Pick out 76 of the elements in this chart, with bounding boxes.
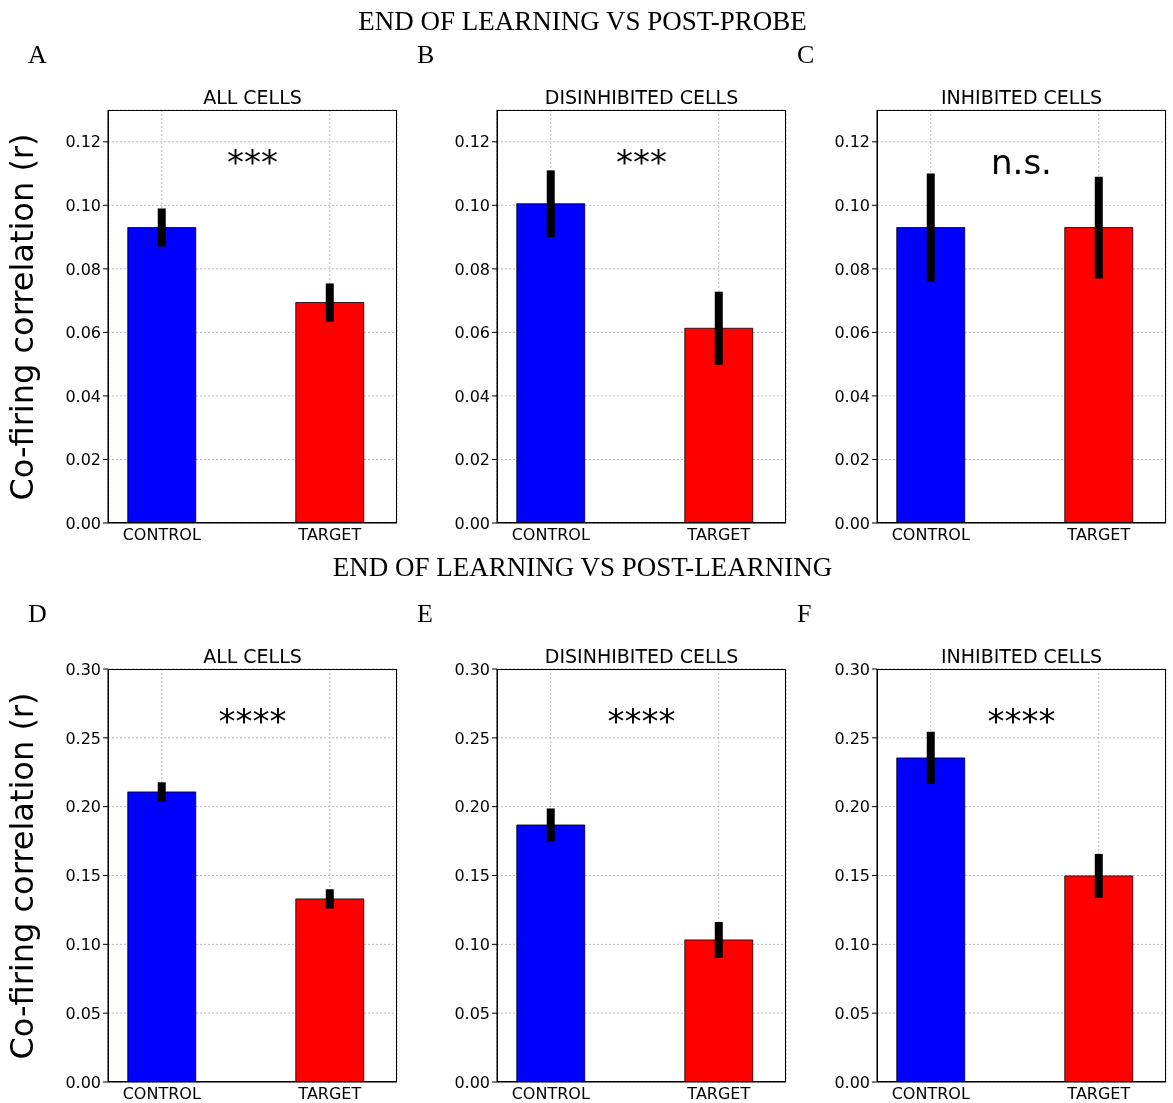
annotation: *** xyxy=(226,142,279,182)
y-tick-label: 0.06 xyxy=(65,323,101,343)
y-tick-label: 0.00 xyxy=(834,513,870,533)
chart-title: DISINHIBITED CELLS xyxy=(543,86,740,108)
chart-title: INHIBITED CELLS xyxy=(939,86,1104,108)
y-tick-label: 0.25 xyxy=(834,728,870,748)
y-tick-label: 0.02 xyxy=(834,450,870,470)
x-tick-label: CONTROL xyxy=(511,1084,590,1103)
chart-subtitle: END OF LEARNING VS POST-PROBE xyxy=(357,6,808,37)
x-tick-label: CONTROL xyxy=(122,1084,201,1103)
y-tick-label: 0.08 xyxy=(834,259,870,279)
y-tick-label: 0.06 xyxy=(454,323,490,343)
y-tick-label: 0.04 xyxy=(65,386,101,406)
text: E xyxy=(417,599,433,629)
y-tick-label: 0.10 xyxy=(65,935,101,955)
y-tick-label: 0.08 xyxy=(65,259,101,279)
y-tick-label: 0.04 xyxy=(454,386,490,406)
y-tick-label: 0.12 xyxy=(834,132,870,152)
y-tick-label: 0.25 xyxy=(454,728,490,748)
chart-subtitle: END OF LEARNING VS POST-LEARNING xyxy=(331,552,834,583)
y-tick-label: 0.30 xyxy=(65,659,101,679)
y-tick-label: 0.12 xyxy=(454,132,490,152)
y-tick-label: 0.30 xyxy=(454,659,490,679)
chart-title: ALL CELLS xyxy=(202,86,303,108)
y-tick-label: 0.02 xyxy=(454,450,490,470)
y-tick-label: 0.30 xyxy=(834,659,870,679)
text: D xyxy=(28,599,47,629)
y-tick-label: 0.00 xyxy=(65,513,101,533)
x-tick-label: TARGET xyxy=(297,1084,362,1103)
y-tick-label: 0.06 xyxy=(834,323,870,343)
y-tick-label: 0.00 xyxy=(454,513,490,533)
y-tick-label: 0.00 xyxy=(65,1072,101,1092)
y-tick-label: 0.02 xyxy=(65,450,101,470)
chart-title: ALL CELLS xyxy=(202,645,303,667)
chart-title: INHIBITED CELLS xyxy=(939,645,1104,667)
y-tick-label: 0.20 xyxy=(454,797,490,817)
y-tick-label: 0.08 xyxy=(454,259,490,279)
y-tick-label: 0.05 xyxy=(454,1003,490,1023)
x-tick-label: TARGET xyxy=(1066,525,1131,545)
y-tick-label: 0.15 xyxy=(65,866,101,886)
y-tick-label: 0.00 xyxy=(454,1072,490,1092)
x-tick-label: CONTROL xyxy=(891,525,970,545)
y-tick-label: 0.05 xyxy=(834,1003,870,1023)
annotation: **** xyxy=(986,701,1057,741)
annotation: *** xyxy=(615,142,668,182)
text: C xyxy=(797,40,815,70)
x-tick-label: TARGET xyxy=(1066,1084,1131,1103)
x-tick-label: TARGET xyxy=(297,525,362,545)
y-tick-label: 0.20 xyxy=(65,797,101,817)
annotation: **** xyxy=(217,701,288,741)
x-tick-label: TARGET xyxy=(686,1084,751,1103)
y-tick-label: 0.25 xyxy=(65,728,101,748)
y-axis-title: Co-firing correlation (r) xyxy=(3,691,41,1060)
y-tick-label: 0.20 xyxy=(834,797,870,817)
text: A xyxy=(28,40,47,70)
x-tick-label: CONTROL xyxy=(891,1084,970,1103)
x-tick-label: CONTROL xyxy=(122,525,201,545)
annotation: **** xyxy=(606,701,677,741)
y-tick-label: 0.10 xyxy=(65,195,101,215)
text: B xyxy=(417,40,435,70)
y-tick-label: 0.05 xyxy=(65,1003,101,1023)
annotation: n.s. xyxy=(990,142,1053,182)
text: F xyxy=(797,599,812,629)
y-axis-title: Co-firing correlation (r) xyxy=(3,132,41,501)
y-tick-label: 0.12 xyxy=(65,132,101,152)
y-tick-label: 0.10 xyxy=(834,195,870,215)
y-tick-label: 0.00 xyxy=(834,1072,870,1092)
y-tick-label: 0.10 xyxy=(454,935,490,955)
y-tick-label: 0.10 xyxy=(454,195,490,215)
y-tick-label: 0.15 xyxy=(834,866,870,886)
x-tick-label: CONTROL xyxy=(511,525,590,545)
y-tick-label: 0.15 xyxy=(454,866,490,886)
y-tick-label: 0.04 xyxy=(834,386,870,406)
y-tick-label: 0.10 xyxy=(834,935,870,955)
x-tick-label: TARGET xyxy=(686,525,751,545)
chart-title: DISINHIBITED CELLS xyxy=(543,645,740,667)
